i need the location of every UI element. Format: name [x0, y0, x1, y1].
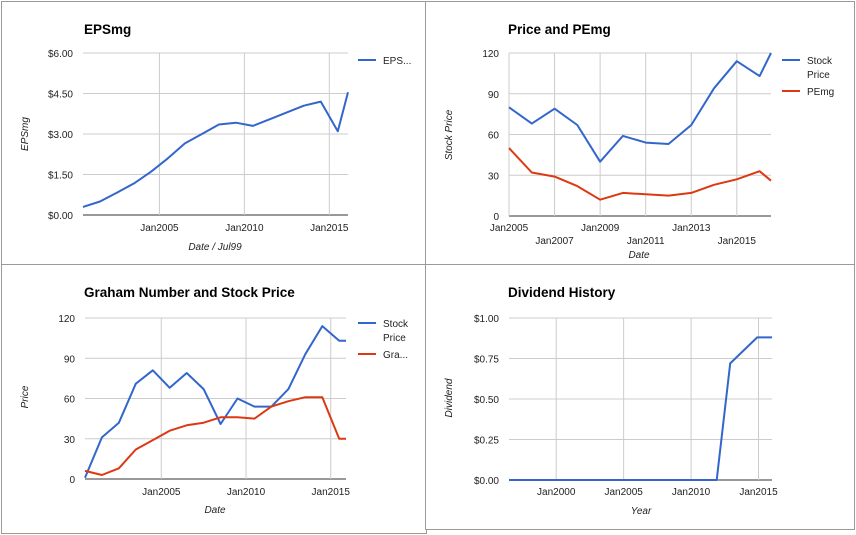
x-tick-label: Jan2011 [627, 236, 665, 247]
y-tick-label: 60 [488, 131, 500, 142]
chart-panel-dividend: Dividend History $0.00 $0.25 $0.50 $0.75 $1.0… [425, 264, 855, 530]
y-tick-label: $0.00 [48, 211, 73, 222]
y-tick-label: $1.00 [474, 314, 499, 325]
x-tick-label: Jan2005 [490, 223, 529, 234]
chart-panel-eps: EPSmg $0.00 $1.50 $3.00 $4.50 $6.00 Jan2005 Jan… [1, 1, 427, 266]
chart-title: Price and PEmg [508, 22, 611, 37]
x-axis-title: Date / Jul99 [188, 242, 242, 253]
y-axis-title: Price [20, 385, 31, 408]
x-tick-label: Jan2013 [672, 223, 711, 234]
y-tick-label: 120 [482, 49, 499, 60]
chart-panel-pe: Price and PEmg 0 30 60 90 120 Jan2005 Jan2007 Ja… [425, 1, 855, 266]
series-line-0 [509, 336, 772, 481]
x-tick-label: Jan2009 [581, 223, 620, 234]
x-tick-label: Jan2015 [739, 487, 778, 498]
x-tick-label: Jan2005 [604, 487, 643, 498]
x-tick-label: Jan2015 [718, 236, 757, 247]
x-tick-label: Jan2000 [537, 487, 576, 498]
x-axis-title: Date [628, 250, 650, 261]
x-axis-title: Date [204, 505, 226, 516]
legend-label: EPS... [383, 56, 411, 67]
x-axis-title: Year [631, 506, 652, 517]
y-tick-label: 60 [64, 395, 76, 406]
legend-label: Stock Price [807, 56, 833, 81]
x-tick-label: Jan2005 [140, 223, 179, 234]
chart-eps: EPSmg $0.00 $1.50 $3.00 $4.50 $6.00 Jan2005 Jan… [20, 22, 411, 253]
y-axis-title: Dividend [444, 378, 455, 417]
y-tick-label: $6.00 [48, 49, 73, 60]
series-line-1 [508, 147, 772, 201]
chart-panel-graham: Graham Number and Stock Price 0 30 60 90 120 J… [1, 264, 427, 534]
y-tick-label: $0.75 [474, 355, 499, 366]
y-tick-label: $0.00 [474, 476, 499, 487]
series-line-0 [508, 52, 772, 163]
x-tick-label: Jan2015 [312, 487, 351, 498]
y-axis-title: EPSmg [20, 117, 31, 151]
y-tick-label: 30 [488, 171, 500, 182]
x-tick-label: Jan2007 [535, 236, 574, 247]
chart-title: Dividend History [508, 285, 616, 300]
x-tick-label: Jan2010 [672, 487, 711, 498]
chart-title: EPSmg [84, 22, 131, 37]
x-tick-label: Jan2010 [225, 223, 264, 234]
x-tick-label: Jan2015 [310, 223, 349, 234]
series-line-1 [84, 396, 346, 476]
y-tick-label: $3.00 [48, 130, 73, 141]
y-tick-label: $0.50 [474, 395, 499, 406]
chart-graham: Graham Number and Stock Price 0 30 60 90 120 J… [20, 285, 409, 516]
y-tick-label: $1.50 [48, 171, 73, 182]
series-line-0 [84, 325, 346, 479]
y-tick-label: $0.25 [474, 436, 499, 447]
series-line-0 [82, 91, 349, 208]
y-tick-label: 0 [69, 475, 75, 486]
y-tick-label: 90 [64, 354, 76, 365]
legend-label: Stock Price [383, 319, 409, 344]
y-tick-label: $4.50 [48, 90, 73, 101]
y-tick-label: 120 [58, 314, 75, 325]
y-tick-label: 0 [493, 212, 499, 223]
legend-label: PEmg [807, 87, 834, 98]
legend-label: Gra... [383, 350, 408, 361]
x-tick-label: Jan2010 [227, 487, 266, 498]
y-axis-title: Stock Price [444, 109, 455, 160]
chart-dividend: Dividend History $0.00 $0.25 $0.50 $0.75 $1.0… [444, 285, 778, 517]
x-tick-label: Jan2005 [142, 487, 181, 498]
chart-title: Graham Number and Stock Price [84, 285, 295, 300]
y-tick-label: 30 [64, 435, 76, 446]
chart-pe: Price and PEmg 0 30 60 90 120 Jan2005 Jan2007 Ja… [444, 22, 834, 261]
y-tick-label: 90 [488, 90, 500, 101]
